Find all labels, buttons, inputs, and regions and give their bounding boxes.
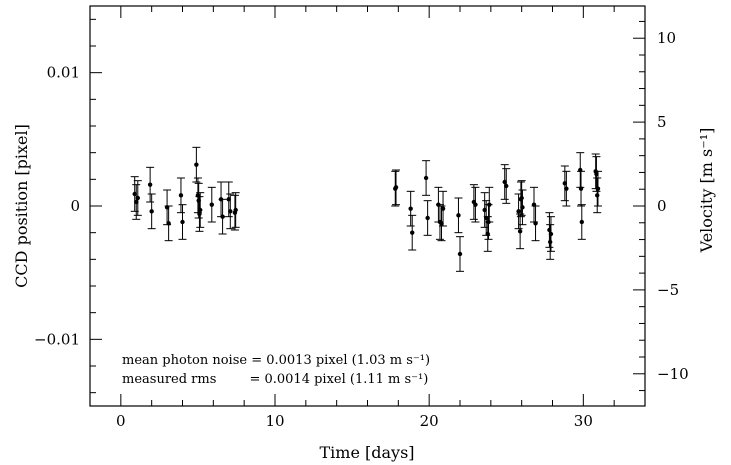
data-point [519, 195, 524, 201]
y-axis-label-right: Velocity [m s⁻¹] [697, 128, 716, 254]
data-point [457, 251, 463, 257]
y-tick-label-right: 0 [657, 197, 667, 215]
data-point [595, 193, 600, 198]
data-point [564, 186, 569, 191]
y-tick-label-right: 10 [657, 29, 676, 47]
annotation-photon-noise: mean photon noise = 0.0013 pixel (1.03 m… [122, 353, 430, 368]
data-point [194, 162, 199, 167]
data-point [487, 202, 492, 207]
x-tick-label: 0 [116, 412, 126, 430]
data-point [423, 175, 429, 181]
x-tick-label: 30 [574, 412, 593, 430]
data-point [178, 193, 184, 198]
data-point [517, 229, 523, 234]
y-tick-label-left: 0.01 [47, 64, 80, 82]
data-point [198, 207, 203, 213]
plot-frame [89, 5, 646, 407]
data-point [220, 214, 225, 219]
data-point [533, 221, 538, 226]
data-point [547, 239, 553, 245]
x-tick-label: 20 [420, 412, 439, 430]
data-point [233, 207, 238, 213]
y-tick-label-right: 5 [657, 113, 667, 131]
data-point [473, 202, 478, 207]
data-points [130, 146, 602, 272]
data-point [504, 183, 509, 189]
data-point [516, 209, 521, 214]
data-point [578, 186, 584, 191]
data-point [440, 206, 446, 211]
x-axis-label: Time [days] [319, 443, 414, 462]
data-point [485, 231, 490, 237]
data-point [579, 219, 584, 225]
data-point [149, 209, 154, 214]
y-axis-label-left: CCD position [pixel] [12, 124, 31, 288]
y-tick-label-right: −5 [657, 281, 679, 299]
data-point [548, 231, 554, 237]
data-point [425, 215, 430, 221]
y-tick-label-right: −10 [657, 365, 689, 383]
data-point [520, 205, 525, 210]
y-tick-label-left: −0.01 [34, 330, 80, 348]
x-tick-label: 10 [265, 412, 284, 430]
ticks: 0 10 20 30 −0.01 0 0.01 −10 −5 0 5 10 [34, 6, 689, 430]
data-point [147, 182, 153, 187]
data-point [595, 186, 601, 191]
data-point [228, 209, 233, 214]
data-point [135, 195, 140, 201]
data-point [456, 213, 461, 218]
data-point [393, 185, 399, 190]
data-point [180, 219, 185, 225]
data-point [408, 206, 413, 211]
y-tick-label-left: 0 [70, 197, 80, 215]
data-point [209, 202, 214, 207]
data-point [166, 221, 171, 226]
data-point [197, 211, 202, 217]
annotation-measured-rms: measured rms = 0.0014 pixel (1.11 m s⁻¹) [122, 372, 428, 387]
data-point [410, 230, 415, 235]
